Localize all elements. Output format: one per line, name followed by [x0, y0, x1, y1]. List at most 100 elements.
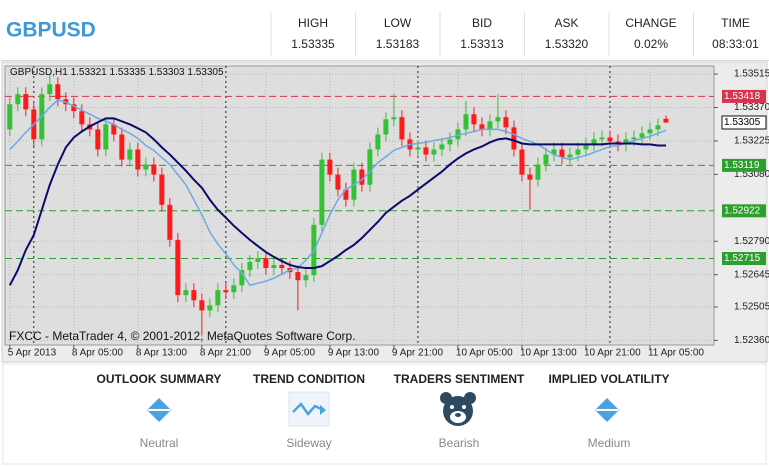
level-label: 1.52715: [724, 253, 761, 264]
stat-label: ASK: [554, 16, 578, 30]
candle-body: [487, 121, 493, 130]
y-tick-label: 1.52360: [734, 335, 769, 346]
stat-value: 08:33:01: [712, 37, 759, 51]
last-low: 1.53303: [148, 67, 185, 78]
summary-title: OUTLOOK SUMMARY: [97, 372, 222, 386]
symbol-title: GBPUSD: [6, 19, 96, 42]
bearish-icon: [440, 392, 476, 426]
candle-body: [599, 137, 605, 140]
candle-body: [143, 164, 149, 170]
candle-body: [207, 305, 213, 311]
candle-body: [607, 137, 613, 142]
candle-body: [551, 149, 557, 155]
candle-body: [535, 164, 541, 180]
candle-body: [335, 174, 341, 190]
candle-body: [55, 84, 61, 100]
y-tick-label: 1.53225: [734, 136, 769, 147]
last-close: 1.53305: [187, 67, 224, 78]
sideway-icon: [288, 391, 330, 427]
candle-body: [343, 189, 349, 200]
candle-body: [191, 290, 197, 301]
candle-body: [463, 114, 469, 130]
candle-body: [439, 144, 445, 150]
candle-body: [591, 139, 597, 145]
level-tag: [722, 89, 766, 103]
last-open: 1.53321: [71, 67, 108, 78]
candle-body: [239, 270, 245, 286]
level-label: 1.53418: [724, 91, 761, 102]
plot-layer: [5, 66, 718, 349]
candle-body: [431, 149, 437, 155]
level-label: 1.53119: [724, 160, 760, 171]
candle-body: [103, 124, 109, 150]
candle-body: [247, 261, 253, 271]
y-tick-label: 1.52790: [734, 236, 769, 247]
candle-body: [623, 139, 629, 145]
y-tick-label: 1.53515: [734, 69, 769, 80]
x-tick-label: 10 Apr 21:00: [584, 348, 641, 359]
candle-body: [503, 117, 509, 128]
candle-body: [655, 125, 661, 130]
candle-body: [327, 159, 333, 175]
candle-body: [7, 104, 13, 130]
candle-body: [575, 149, 581, 155]
copyright: FXCC - MetaTrader 4, © 2001-2012, MetaQu…: [9, 329, 356, 343]
last-high: 1.53335: [110, 67, 147, 78]
level-tag: [722, 158, 766, 172]
candle-body: [271, 264, 277, 268]
candle-body: [167, 204, 173, 240]
price-tag: [721, 115, 767, 130]
stat-value: 0.02%: [634, 37, 668, 51]
candle-body: [127, 149, 133, 160]
summary-status: Neutral: [140, 436, 179, 450]
candle-body: [175, 239, 181, 296]
candle-body: [215, 290, 221, 306]
candle-body: [183, 290, 189, 296]
summary-panel: [2, 363, 767, 465]
x-tick-label: 10 Apr 13:00: [520, 348, 577, 359]
candle-body: [647, 129, 653, 134]
candle-body: [255, 258, 261, 262]
stat-value: 1.53313: [460, 37, 504, 51]
candle-body: [151, 164, 157, 175]
level-tag: [722, 204, 766, 218]
y-tick-label: 1.52505: [734, 302, 769, 313]
candle-body: [423, 147, 429, 155]
candle-body: [391, 117, 397, 120]
stat-label: TIME: [721, 16, 750, 30]
candle-body: [455, 129, 461, 140]
candle-body: [279, 264, 285, 268]
price-label: 1.53305: [724, 117, 761, 128]
y-tick-label: 1.53370: [734, 102, 769, 113]
candle-body: [519, 149, 525, 175]
candle-body: [471, 114, 477, 125]
medium-icon: [595, 398, 619, 422]
candle-body: [199, 300, 205, 311]
candle-body: [135, 149, 141, 170]
y-tick-label: 1.53080: [734, 169, 769, 180]
level-label: 1.52922: [724, 205, 761, 216]
candle-body: [159, 174, 165, 205]
x-tick-label: 5 Apr 2013: [8, 348, 57, 359]
candle-body: [383, 119, 389, 135]
candle-body: [527, 174, 533, 180]
neutral-icon: [147, 398, 171, 422]
x-tick-label: 11 Apr 05:00: [648, 348, 704, 359]
candle-body: [319, 159, 325, 225]
candle-body: [95, 129, 101, 150]
candle-body: [263, 258, 269, 268]
candle-body: [359, 169, 365, 185]
candle-body: [559, 149, 565, 158]
candle-body: [15, 94, 21, 105]
candle-body: [543, 154, 549, 165]
x-tick-label: 8 Apr 21:00: [200, 348, 252, 359]
candle-body: [303, 275, 309, 281]
candle-body: [223, 290, 229, 293]
chart-symbol: GBPUSD,H1: [10, 67, 68, 78]
x-tick-label: 10 Apr 05:00: [456, 348, 513, 359]
candle-body: [583, 144, 589, 150]
candle-body: [71, 104, 77, 112]
candle-body: [567, 154, 573, 158]
candle-body: [375, 134, 381, 150]
